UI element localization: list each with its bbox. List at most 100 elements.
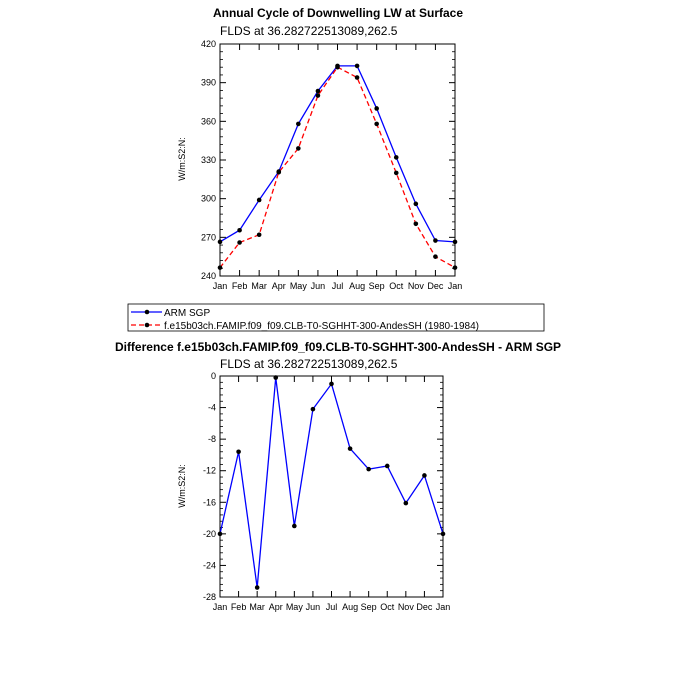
x-tick-label: Jan bbox=[213, 602, 228, 612]
chart1-series-1-point bbox=[354, 75, 360, 80]
x-tick-label: May bbox=[290, 281, 308, 291]
x-tick-label: May bbox=[286, 602, 304, 612]
y-tick-label: 0 bbox=[211, 371, 216, 381]
x-tick-label: Aug bbox=[342, 602, 358, 612]
chart2-series-0-point bbox=[254, 585, 260, 590]
chart1-series-0-point bbox=[296, 121, 301, 127]
chart1-series-1-point bbox=[393, 170, 399, 176]
chart2-title: Difference f.e15b03ch.FAMIP.f09_f09.CLB-… bbox=[115, 340, 561, 354]
chart2-series-0-point bbox=[384, 463, 390, 469]
chart1-subtitle: FLDS at 36.282722513089,262.5 bbox=[220, 24, 398, 38]
chart1-series-1-point bbox=[296, 146, 301, 151]
chart1-series-0-point bbox=[354, 63, 360, 69]
y-tick-label: 270 bbox=[201, 232, 216, 242]
x-tick-label: Apr bbox=[269, 602, 283, 612]
chart2-subtitle: FLDS at 36.282722513089,262.5 bbox=[220, 357, 398, 371]
x-tick-label: Nov bbox=[408, 281, 425, 291]
chart1-axes: 240 270 300 330 360 390 420 Jan Feb Mar Apr May Jun J… bbox=[201, 39, 462, 291]
x-tick-label: Mar bbox=[249, 602, 265, 612]
chart1-series-line-1 bbox=[219, 66, 456, 269]
chart2-series bbox=[217, 375, 446, 590]
x-tick-label: Jun bbox=[306, 602, 321, 612]
legend-marker-model bbox=[144, 322, 150, 328]
chart1-series-1-point bbox=[276, 169, 282, 175]
chart2-series-0-point bbox=[236, 449, 241, 455]
y-tick-label: -24 bbox=[203, 560, 216, 570]
chart1-series-1-point bbox=[374, 121, 379, 127]
chart1-title: Annual Cycle of Downwelling LW at Surfac… bbox=[213, 6, 463, 20]
y-tick-label: -8 bbox=[208, 434, 216, 444]
chart1-series-0-point bbox=[256, 197, 262, 203]
legend-marker-arm-sgp bbox=[144, 309, 150, 315]
chart2-series-0-point bbox=[440, 531, 446, 537]
x-tick-label: Oct bbox=[380, 602, 395, 612]
x-tick-label: Jul bbox=[326, 602, 338, 612]
y-tick-label: 390 bbox=[201, 78, 216, 88]
x-tick-label: Dec bbox=[427, 281, 444, 291]
x-tick-label: Jan bbox=[436, 602, 451, 612]
chart1-series-1-point bbox=[237, 240, 242, 245]
chart2-series-0-point bbox=[422, 473, 427, 478]
chart1-series bbox=[217, 63, 458, 270]
x-tick-label: Jul bbox=[332, 281, 344, 291]
x-tick-label: Feb bbox=[231, 602, 247, 612]
y-tick-label: 330 bbox=[201, 155, 216, 165]
y-tick-label: -28 bbox=[203, 592, 216, 602]
chart1-series-0-point bbox=[217, 239, 223, 245]
chart2-series-0-point bbox=[273, 375, 279, 380]
x-tick-label: Apr bbox=[272, 281, 286, 291]
difference-chart: Difference f.e15b03ch.FAMIP.f09_f09.CLB-… bbox=[115, 340, 561, 612]
legend-label-model: f.e15b03ch.FAMIP.f09_f09.CLB-T0-SGHHT-30… bbox=[164, 321, 479, 332]
chart2-y-axis-title: W/m:S2:N: bbox=[177, 464, 187, 508]
legend-label-arm-sgp: ARM SGP bbox=[164, 308, 210, 319]
chart1-series-0-point bbox=[452, 239, 458, 245]
x-tick-label: Aug bbox=[349, 281, 365, 291]
annual-cycle-chart: Annual Cycle of Downwelling LW at Surfac… bbox=[177, 6, 463, 291]
chart2-series-0-point bbox=[217, 531, 223, 537]
x-tick-label: Jun bbox=[311, 281, 326, 291]
chart1-series-0-point bbox=[374, 106, 379, 111]
chart1-series-0-point bbox=[393, 155, 399, 160]
chart1-series-1-point bbox=[452, 265, 458, 270]
y-tick-label: 420 bbox=[201, 39, 216, 49]
chart2-series-0-point bbox=[347, 446, 353, 451]
chart2-series-0-point bbox=[366, 466, 371, 472]
x-tick-label: Jan bbox=[213, 281, 228, 291]
chart1-series-0-point bbox=[433, 238, 438, 243]
chart1-series-1-point bbox=[315, 93, 321, 98]
chart1-series-1-point bbox=[433, 254, 438, 259]
y-tick-label: 240 bbox=[201, 271, 216, 281]
x-tick-label: Jan bbox=[448, 281, 463, 291]
legend-frame bbox=[127, 303, 545, 332]
chart1-series-0-point bbox=[237, 227, 242, 233]
chart2-series-0-point bbox=[329, 381, 334, 387]
x-tick-label: Sep bbox=[369, 281, 385, 291]
chart2-series-0-point bbox=[403, 500, 409, 506]
chart1-series-line-0 bbox=[219, 65, 456, 243]
x-tick-label: Dec bbox=[416, 602, 433, 612]
chart1-series-0-point bbox=[413, 201, 419, 207]
x-tick-label: Oct bbox=[389, 281, 404, 291]
y-tick-label: 300 bbox=[201, 194, 216, 204]
y-tick-label: -20 bbox=[203, 529, 216, 539]
x-tick-label: Nov bbox=[398, 602, 415, 612]
chart1-plot-frame bbox=[219, 43, 456, 277]
x-tick-label: Sep bbox=[361, 602, 377, 612]
chart1-series-1-point bbox=[335, 64, 340, 70]
y-tick-label: -12 bbox=[203, 466, 216, 476]
y-tick-label: -4 bbox=[208, 403, 216, 413]
chart2-series-line-0 bbox=[219, 377, 444, 588]
chart1-series-1-point bbox=[256, 232, 262, 238]
x-tick-label: Mar bbox=[251, 281, 267, 291]
chart1-y-axis-title: W/m:S2:N: bbox=[177, 137, 187, 181]
y-tick-label: -16 bbox=[203, 497, 216, 507]
chart2-series-0-point bbox=[310, 406, 316, 412]
y-tick-label: 360 bbox=[201, 116, 216, 126]
chart2-series-0-point bbox=[292, 523, 297, 529]
chart1-series-0-point bbox=[315, 88, 321, 94]
chart1-series-1-point bbox=[217, 265, 223, 270]
chart1-legend: ARM SGP f.e15b03ch.FAMIP.f09_f09.CLB-T0-… bbox=[127, 303, 545, 332]
chart1-series-1-point bbox=[413, 221, 419, 227]
